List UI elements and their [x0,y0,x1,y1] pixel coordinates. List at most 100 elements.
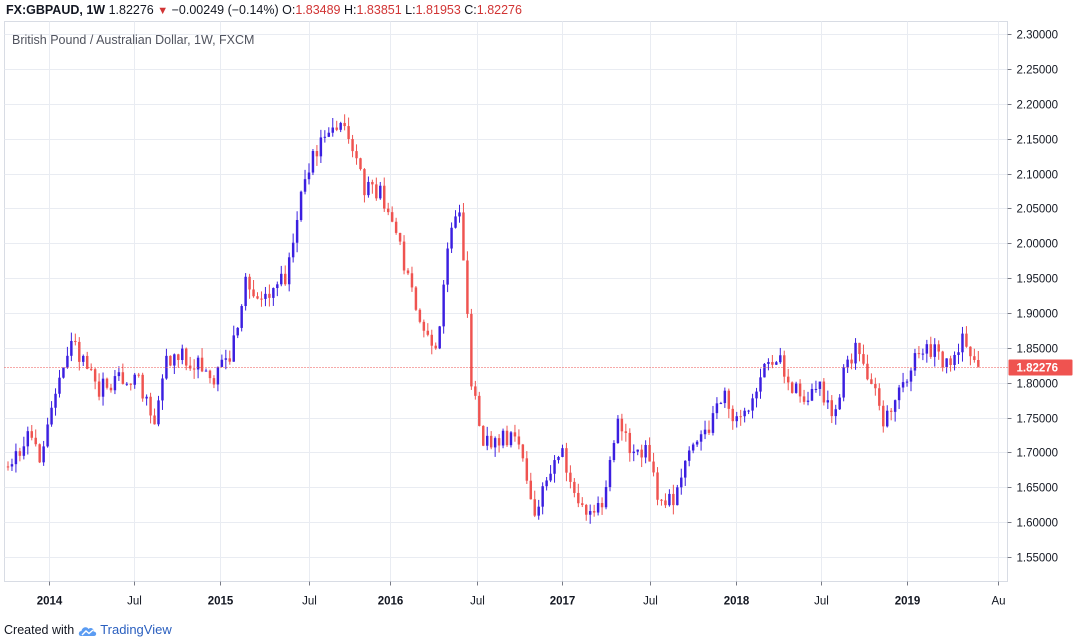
candle-body [291,242,295,258]
candle-body [165,355,168,379]
candle [485,426,489,451]
candle [905,379,909,387]
candle [798,379,802,403]
candle-body [735,416,738,422]
candle [165,348,168,380]
candle [379,181,382,200]
y-tick-label: 1.55000 [1017,553,1059,565]
candle-body [541,486,544,507]
candle-body [62,367,65,378]
candle-body [969,346,972,357]
y-tick-label: 1.80000 [1017,379,1059,391]
candle-body [204,370,208,372]
x-tick-label: Jul [302,596,317,608]
candle [664,493,667,509]
candle-body [446,248,449,285]
candle-body [573,481,576,493]
candle-body [767,362,770,364]
candle [897,384,901,410]
x-tick-label: 2017 [550,596,576,608]
candle-body [46,424,49,447]
candle-body [874,384,877,389]
candle [977,350,980,368]
candle-body [854,342,857,364]
candle-body [783,355,786,377]
candle-body [34,437,37,445]
candle [240,304,243,332]
candle-body [113,376,117,391]
candle [846,355,849,373]
candle-body [284,273,287,285]
candle-body [513,432,517,437]
tradingview-brand-link[interactable]: TradingView [100,622,172,637]
candle-body [529,480,533,500]
candle [695,440,699,447]
candle-body [866,363,869,380]
candle [466,251,469,318]
candle-body [319,137,323,157]
candle-body [680,477,683,488]
candle-body [545,480,548,487]
candle [478,391,481,427]
candle-body [97,381,101,397]
candle-body [414,287,418,310]
y-tick-label: 1.60000 [1017,518,1059,530]
candle [299,190,303,222]
candle [248,273,251,299]
candle-body [707,429,711,433]
candle-body [264,293,267,299]
candle [264,286,267,307]
candle-body [474,386,477,396]
candle [751,393,754,419]
candle [715,397,719,420]
candle [450,222,453,253]
candle [438,325,441,350]
candle [842,364,845,402]
candle-body [363,169,366,196]
candle [470,308,473,390]
candle-body [798,383,802,397]
candle [533,490,536,518]
created-with-label: Created with [4,623,75,637]
candle [121,363,125,385]
candle-body [141,374,144,399]
candle-body [941,351,944,368]
candle [311,149,315,176]
candle-body [882,405,885,427]
candle-body [311,151,315,173]
close-label: C: [464,3,477,17]
candle-body [687,450,691,461]
candle [755,387,758,408]
candle [537,499,540,520]
candle-body [549,473,552,481]
candle-body [299,191,303,221]
candle-body [743,410,746,417]
high-value: 1.83851 [356,3,402,17]
price-axis[interactable]: 1.55000 1.60000 1.65000 1.70000 1.75000 1.800… [1007,30,1059,565]
open-value: 1.83489 [295,3,341,17]
candle-body [117,372,121,377]
x-tick-label: 2019 [895,596,921,608]
candle [196,355,200,379]
candle-body [240,306,243,328]
candle-body [422,321,426,331]
time-axis[interactable]: 2014 Jul 2015 Jul 2016 Jul 2017 Jul 2018 Jul 2019 A… [37,581,1006,608]
candle [169,355,172,367]
candle-body [454,216,457,228]
candle [232,325,235,362]
candle-body [755,391,758,399]
candle-body [909,370,913,382]
candle-body [434,345,437,349]
price-chart[interactable]: 1.55000 1.60000 1.65000 1.70000 1.75000 1.800… [0,0,1076,620]
candle [596,496,600,516]
candle [22,436,26,460]
candle-body [386,208,390,213]
candle-body [379,185,382,199]
candle-body [169,355,172,366]
candle-body [462,212,465,261]
y-tick-label: 1.65000 [1017,483,1059,495]
candle-body [561,448,564,457]
candle [351,134,354,158]
symbol-name[interactable]: FX:GBPAUD, 1W [6,3,106,17]
candle [585,503,588,521]
